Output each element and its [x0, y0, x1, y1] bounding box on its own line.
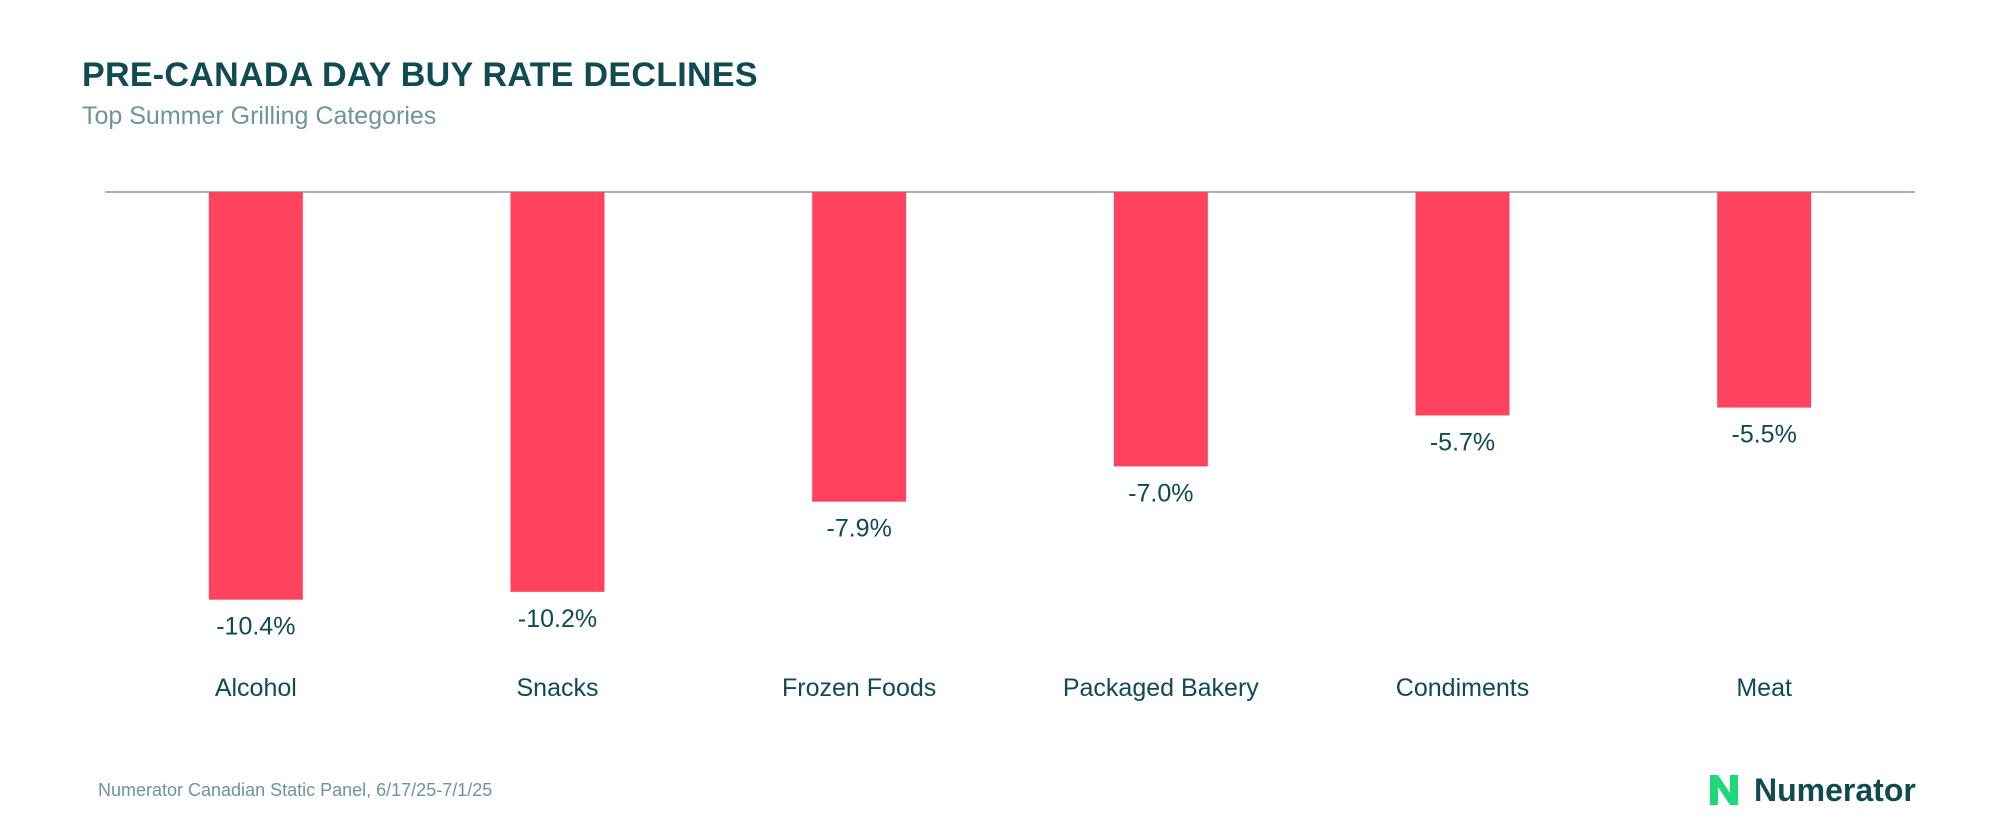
chart-title: PRE-CANADA DAY BUY RATE DECLINES [82, 56, 758, 94]
brand-name: Numerator [1754, 771, 1916, 808]
value-label: -5.7% [1430, 428, 1495, 456]
value-label: -7.9% [827, 515, 892, 543]
bar-alcohol [208, 192, 303, 600]
category-label: Meat [1736, 674, 1792, 702]
source-note: Numerator Canadian Static Panel, 6/17/25… [98, 780, 493, 800]
category-label: Snacks [517, 674, 599, 702]
bar-snacks [510, 192, 605, 592]
bar-packaged-bakery [1113, 192, 1208, 467]
bar-frozen-foods [812, 192, 907, 502]
category-label: Condiments [1396, 674, 1529, 702]
value-label: -5.5% [1732, 421, 1797, 449]
category-label: Alcohol [215, 674, 297, 702]
bar-condiments [1415, 192, 1510, 416]
chart-subtitle: Top Summer Grilling Categories [82, 102, 437, 130]
value-label: -10.2% [518, 605, 597, 633]
category-label: Packaged Bakery [1063, 674, 1259, 702]
bar-chart: -10.4% Alcohol -10.2% Snacks -7.9% Frozen Foo… [105, 191, 1915, 702]
numerator-logo: Numerator [1706, 770, 1916, 810]
value-label: -10.4% [216, 613, 295, 641]
value-label: -7.0% [1128, 479, 1193, 507]
bar-meat [1717, 192, 1812, 408]
category-label: Frozen Foods [782, 674, 936, 702]
numerator-logo-icon [1710, 775, 1738, 805]
